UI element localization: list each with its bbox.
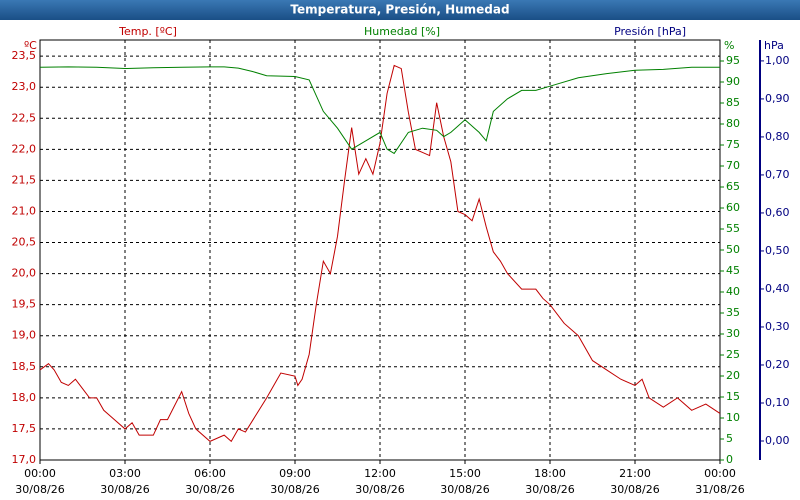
x-tick-date: 30/08/26 — [610, 483, 659, 496]
x-tick-date: 30/08/26 — [525, 483, 574, 496]
y2-tick-label: 0 — [726, 453, 733, 466]
title-bar — [0, 0, 800, 20]
y3-tick-label: 0,00 — [765, 434, 790, 447]
y-tick-label: 21,0 — [12, 204, 37, 217]
y2-unit: % — [724, 39, 734, 52]
y2-tick-label: 85 — [726, 96, 740, 109]
y3-tick-label: 0,90 — [765, 92, 790, 105]
y2-tick-label: 75 — [726, 138, 740, 151]
y-tick-label: 21,5 — [12, 173, 37, 186]
x-tick-date: 30/08/26 — [15, 483, 64, 496]
y3-tick-label: 0,60 — [765, 206, 790, 219]
y2-tick-label: 45 — [726, 264, 740, 277]
x-tick-label: 06:00 — [194, 467, 226, 480]
y-tick-label: 22,5 — [12, 111, 37, 124]
y-tick-label: 22,0 — [12, 142, 37, 155]
y2-tick-label: 90 — [726, 75, 740, 88]
y3-tick-label: 0,80 — [765, 130, 790, 143]
y2-tick-label: 5 — [726, 432, 733, 445]
y3-unit: hPa — [764, 39, 784, 52]
y2-tick-label: 50 — [726, 243, 740, 256]
y-tick-label: 23,0 — [12, 80, 37, 93]
chart-title: Temperatura, Presión, Humedad — [290, 3, 509, 17]
y2-tick-label: 55 — [726, 222, 740, 235]
y-tick-label: 19,0 — [12, 329, 37, 342]
y2-tick-label: 35 — [726, 306, 740, 319]
series-line — [39, 66, 720, 155]
y-label: Temp. [ºC] — [118, 25, 177, 38]
x-tick-label: 21:00 — [619, 467, 651, 480]
y-tick-label: 20,0 — [12, 267, 37, 280]
y3-tick-label: 0,40 — [765, 282, 790, 295]
x-tick-date: 30/08/26 — [440, 483, 489, 496]
y2-tick-label: 95 — [726, 54, 740, 67]
x-tick-date: 30/08/26 — [100, 483, 149, 496]
y-tick-label: 20,5 — [12, 236, 37, 249]
y-tick-label: 18,5 — [12, 360, 37, 373]
y2-tick-label: 25 — [726, 348, 740, 361]
x-tick-label: 18:00 — [534, 467, 566, 480]
x-tick-label: 03:00 — [109, 467, 141, 480]
y3-tick-label: 0,50 — [765, 244, 790, 257]
x-tick-date: 31/08/26 — [695, 483, 744, 496]
y3-tick-label: 0,70 — [765, 168, 790, 181]
series-line — [39, 64, 721, 443]
y2-tick-label: 70 — [726, 159, 740, 172]
y3-tick-label: 0,20 — [765, 358, 790, 371]
y-tick-label: 23,5 — [12, 49, 37, 62]
x-tick-label: 09:00 — [279, 467, 311, 480]
x-tick-label: 00:00 — [24, 467, 56, 480]
y2-tick-label: 80 — [726, 117, 740, 130]
y-tick-label: 19,5 — [12, 298, 37, 311]
y2-tick-label: 60 — [726, 201, 740, 214]
y2-tick-label: 20 — [726, 369, 740, 382]
y2-tick-label: 65 — [726, 180, 740, 193]
y2-tick-label: 30 — [726, 327, 740, 340]
y3-tick-label: 0,30 — [765, 320, 790, 333]
y-tick-label: 17,5 — [12, 422, 37, 435]
x-tick-date: 30/08/26 — [355, 483, 404, 496]
y2-label: Humedad [%] — [364, 25, 440, 38]
x-tick-label: 00:00 — [704, 467, 736, 480]
y2-tick-label: 40 — [726, 285, 740, 298]
y3-tick-label: 0,10 — [765, 396, 790, 409]
x-tick-date: 30/08/26 — [270, 483, 319, 496]
y-tick-label: 18,0 — [12, 391, 37, 404]
x-tick-date: 30/08/26 — [185, 483, 234, 496]
y2-tick-label: 15 — [726, 390, 740, 403]
y-unit: ºC — [24, 39, 37, 52]
x-tick-label: 15:00 — [449, 467, 481, 480]
y2-tick-label: 10 — [726, 411, 740, 424]
y3-tick-label: 1,00 — [765, 54, 790, 67]
y3-label: Presión [hPa] — [614, 25, 686, 38]
x-tick-label: 12:00 — [364, 467, 396, 480]
y-tick-label: 17,0 — [12, 453, 37, 466]
